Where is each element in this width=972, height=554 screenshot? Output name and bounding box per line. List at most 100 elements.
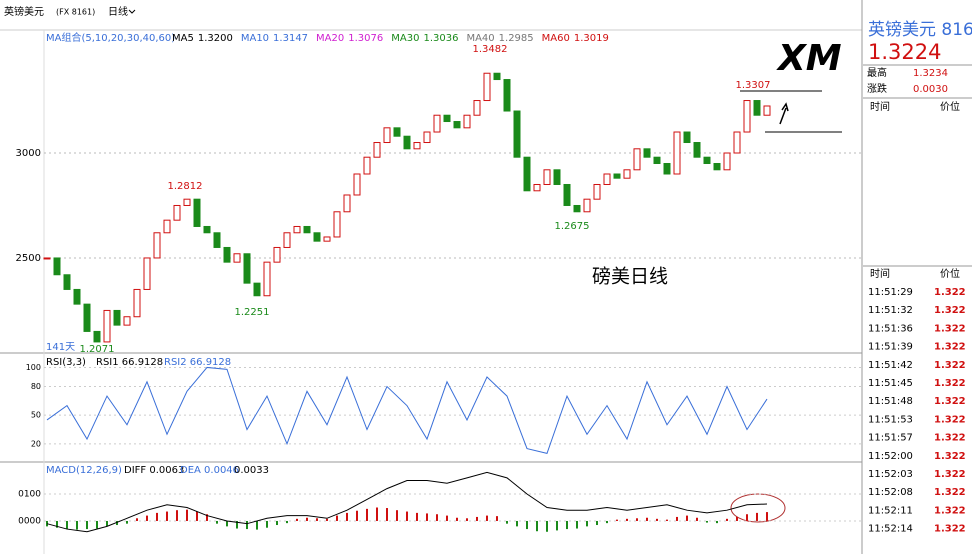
candle xyxy=(403,135,411,150)
col-header: 时间 xyxy=(870,267,890,280)
dropdown-icon[interactable] xyxy=(128,9,136,14)
candle xyxy=(593,183,601,200)
tick-time: 11:52:08 xyxy=(868,487,913,498)
tick-price: 1.322 xyxy=(934,342,966,353)
ma-value: 1.2985 xyxy=(499,33,534,44)
diff-line xyxy=(46,471,768,533)
tick-time: 11:51:32 xyxy=(868,305,913,316)
symbol: 英镑美元 xyxy=(4,5,44,18)
candle xyxy=(243,253,251,284)
candle xyxy=(633,148,641,171)
candle xyxy=(763,105,771,116)
candle xyxy=(653,156,661,165)
logo: XM xyxy=(776,38,842,79)
tick-time: 11:52:11 xyxy=(868,505,913,516)
y-tick-label: 0000 xyxy=(18,516,41,526)
price-annotation: 1.3307 xyxy=(736,80,771,91)
y-tick-label: 3000 xyxy=(16,148,41,159)
candle xyxy=(73,288,81,305)
dea: DEA 0.0046 xyxy=(180,465,239,476)
candle xyxy=(103,309,111,343)
candle xyxy=(703,156,711,165)
candle xyxy=(443,114,451,123)
ma-name: MA10 xyxy=(241,33,269,44)
candle xyxy=(483,72,491,102)
candle xyxy=(473,100,481,116)
tick-price: 1.322 xyxy=(934,396,966,407)
quote-value: 1.3234 xyxy=(913,68,948,79)
highlight-ellipse xyxy=(730,493,786,523)
candle xyxy=(83,303,91,332)
candle xyxy=(513,110,521,158)
y-tick-label: 80 xyxy=(31,382,41,391)
candle xyxy=(43,257,51,260)
tick-price: 1.322 xyxy=(934,414,966,425)
candle xyxy=(233,253,241,263)
candle xyxy=(523,156,531,192)
tick-time: 11:51:53 xyxy=(868,414,913,425)
ma-name: MA20 xyxy=(316,33,344,44)
candle xyxy=(733,131,741,154)
candle xyxy=(123,316,131,326)
quote-title: 英镑美元 8161 xyxy=(868,20,972,40)
col-header: 时间 xyxy=(870,100,890,113)
candle xyxy=(373,142,381,158)
candle xyxy=(153,232,161,259)
period[interactable]: 日线 xyxy=(108,5,128,18)
tick-time: 11:51:48 xyxy=(868,396,913,407)
rsi-line xyxy=(46,366,768,454)
y-tick-label: 2500 xyxy=(16,253,41,264)
candle xyxy=(753,100,761,116)
candle xyxy=(673,131,681,175)
candle xyxy=(263,261,271,297)
tick-price: 1.322 xyxy=(934,305,966,316)
candle xyxy=(393,127,401,137)
ma-value: 1.3019 xyxy=(574,33,609,44)
candle xyxy=(723,152,731,171)
candle xyxy=(63,274,71,290)
macd-label: MACD(12,26,9) xyxy=(46,465,122,476)
ma-name: MA30 xyxy=(391,33,419,44)
rsi1: RSI1 66.9128 xyxy=(96,357,163,368)
candle xyxy=(533,183,541,192)
tick-time: 11:51:39 xyxy=(868,342,913,353)
candle xyxy=(553,169,561,185)
candle xyxy=(563,183,571,206)
candle xyxy=(743,100,751,133)
candle xyxy=(163,219,171,234)
tick-price: 1.322 xyxy=(934,433,966,444)
candle xyxy=(253,282,261,297)
ma-value: 1.3036 xyxy=(423,33,458,44)
candle xyxy=(203,225,211,234)
hist-value: 0.0033 xyxy=(234,465,269,476)
tick-price: 1.322 xyxy=(934,323,966,334)
quote-value: 0.0030 xyxy=(913,84,948,95)
candle xyxy=(643,148,651,158)
quote-price: 1.3224 xyxy=(868,40,941,64)
candle xyxy=(493,72,501,81)
y-tick-label: 0100 xyxy=(18,490,41,500)
candle xyxy=(283,232,291,248)
candle xyxy=(343,194,351,213)
diff: DIFF 0.0063 xyxy=(124,465,184,476)
candle xyxy=(573,204,581,213)
candle xyxy=(503,79,511,112)
days: 141天 xyxy=(46,342,75,353)
candle xyxy=(313,232,321,242)
col-header: 价位 xyxy=(940,100,960,113)
candle xyxy=(293,225,301,234)
tick-price: 1.322 xyxy=(934,469,966,480)
candle xyxy=(713,163,721,171)
y-tick-label: 100 xyxy=(26,363,41,372)
candle xyxy=(603,173,611,185)
tick-time: 11:51:29 xyxy=(868,287,913,298)
col-header: 价位 xyxy=(940,267,960,280)
tick-time: 11:52:00 xyxy=(868,451,913,462)
quote-label: 涨跌 xyxy=(867,82,887,95)
ma-name: MA40 xyxy=(466,33,494,44)
code[interactable]: (FX 8161) xyxy=(56,8,95,17)
ma-value: 1.3200 xyxy=(198,33,233,44)
candle xyxy=(613,173,621,179)
